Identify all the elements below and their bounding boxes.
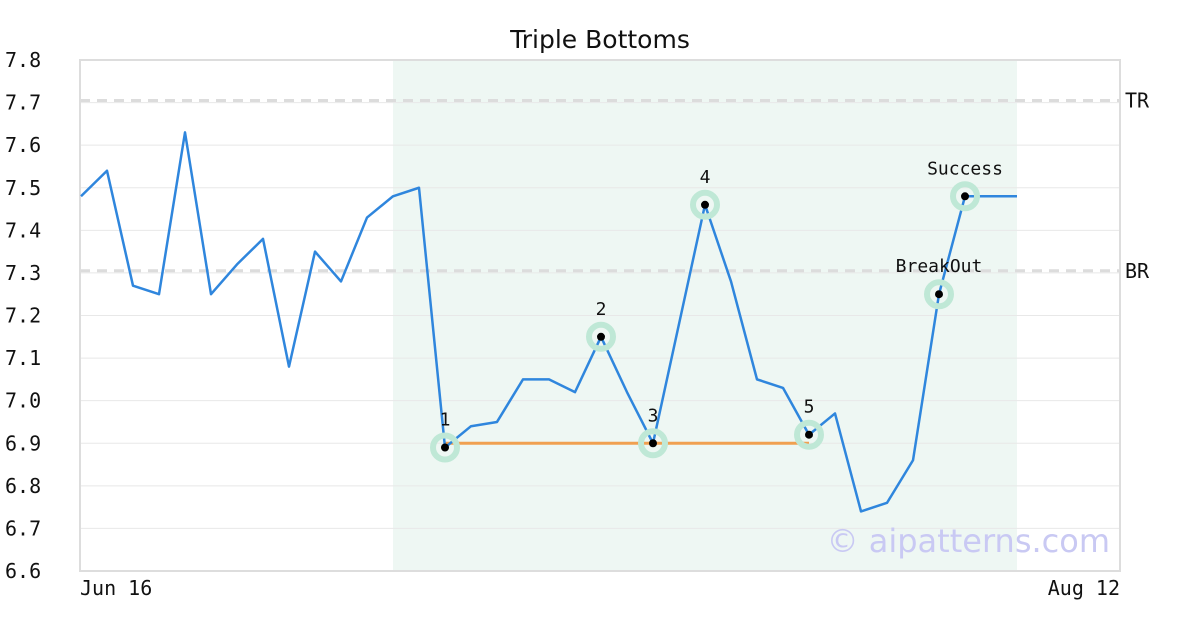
level-lines: TR BR: [80, 88, 1150, 283]
series-line: [80, 131, 1017, 513]
y-axis-ticks: 6.6 6.7 6.8 6.9 7.0 7.1 7.2 7.3 7.4 7.5 7.6 7.7 7.8: [5, 48, 41, 583]
y-tick-label: 7.4: [5, 218, 41, 242]
y-tick-label: 7.1: [5, 346, 41, 370]
point-halo-4: [690, 189, 720, 220]
point-marker-success: [961, 192, 969, 201]
point-label-3: 3: [648, 405, 659, 426]
point-marker-2: [597, 332, 605, 341]
plot-frame: [79, 59, 1121, 572]
point-label-4: 4: [700, 167, 711, 188]
point-halo-5: [794, 419, 824, 450]
y-tick-label: 7.0: [5, 389, 41, 413]
point-marker-5: [805, 430, 813, 439]
pattern-points: 1 2 3 4 5 BreakOut Success: [430, 158, 1003, 463]
point-halo-success: [950, 181, 980, 212]
level-label-tr: TR: [1125, 88, 1150, 112]
level-label-br: BR: [1125, 259, 1150, 283]
point-halo-2: [586, 321, 616, 352]
y-tick-label: 6.6: [5, 559, 41, 583]
point-label-breakout: BreakOut: [896, 256, 983, 277]
point-label-2: 2: [596, 299, 607, 320]
point-halo-1: [430, 432, 460, 463]
x-tick-start: Jun 16: [80, 576, 152, 600]
price-series: [80, 131, 1017, 513]
y-tick-label: 7.2: [5, 304, 41, 328]
point-label-5: 5: [804, 397, 815, 418]
point-marker-4: [701, 200, 709, 209]
point-label-success: Success: [927, 158, 1003, 179]
chart-title: Triple Bottoms: [509, 25, 690, 54]
x-tick-end: Aug 12: [1048, 576, 1120, 600]
y-tick-label: 7.6: [5, 133, 41, 157]
point-marker-3: [649, 439, 657, 448]
point-marker-1: [441, 443, 449, 452]
point-marker-breakout: [935, 290, 943, 299]
y-tick-label: 6.9: [5, 431, 41, 455]
y-tick-label: 7.3: [5, 261, 41, 285]
y-tick-label: 7.8: [5, 48, 41, 72]
point-label-1: 1: [440, 410, 451, 431]
y-tick-label: 7.5: [5, 176, 41, 200]
gridlines: [80, 59, 1120, 572]
point-halo-3: [638, 428, 668, 459]
watermark: © aipatterns.com: [827, 522, 1110, 560]
point-halo-breakout: [924, 279, 954, 310]
y-tick-label: 7.7: [5, 91, 41, 115]
y-tick-label: 6.8: [5, 474, 41, 498]
y-tick-label: 6.7: [5, 516, 41, 540]
